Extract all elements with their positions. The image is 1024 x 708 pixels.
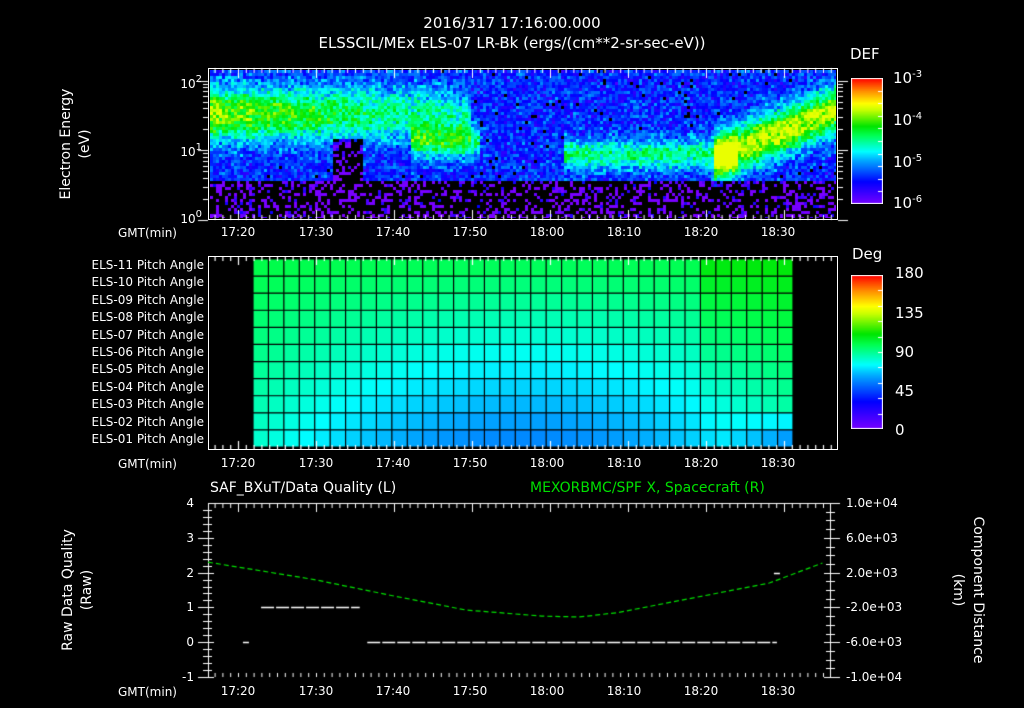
quality-tick-label: 2 [186,565,194,580]
quality-tick-label: 4 [186,496,194,510]
distance-tick-label: 2.0e+03 [846,565,898,580]
time-tick-label: 17:20 [220,684,256,698]
time-axis-label-3: GMT(min) [118,685,177,699]
time-tick-label: 18:30 [760,684,796,698]
distance-tick-label: -1.0e+04 [846,670,903,684]
time-tick-label: 17:30 [298,684,334,698]
time-tick-label: 17:50 [452,684,488,698]
time-tick-label: 18:20 [683,684,719,698]
time-tick-label: 18:10 [606,684,642,698]
distance-tick-label: -6.0e+03 [846,635,903,650]
quality-tick-label: -1 [182,670,194,684]
distance-tick-label: -2.0e+03 [846,600,903,615]
quality-tick-label: 3 [186,530,194,545]
distance-tick-label: 1.0e+04 [846,496,898,510]
distance-tick-label: 6.0e+03 [846,530,898,545]
time-tick-label: 17:40 [375,684,411,698]
quality-tick-label: 1 [186,600,194,615]
quality-tick-label: 0 [186,635,194,650]
time-tick-label: 18:00 [529,684,565,698]
